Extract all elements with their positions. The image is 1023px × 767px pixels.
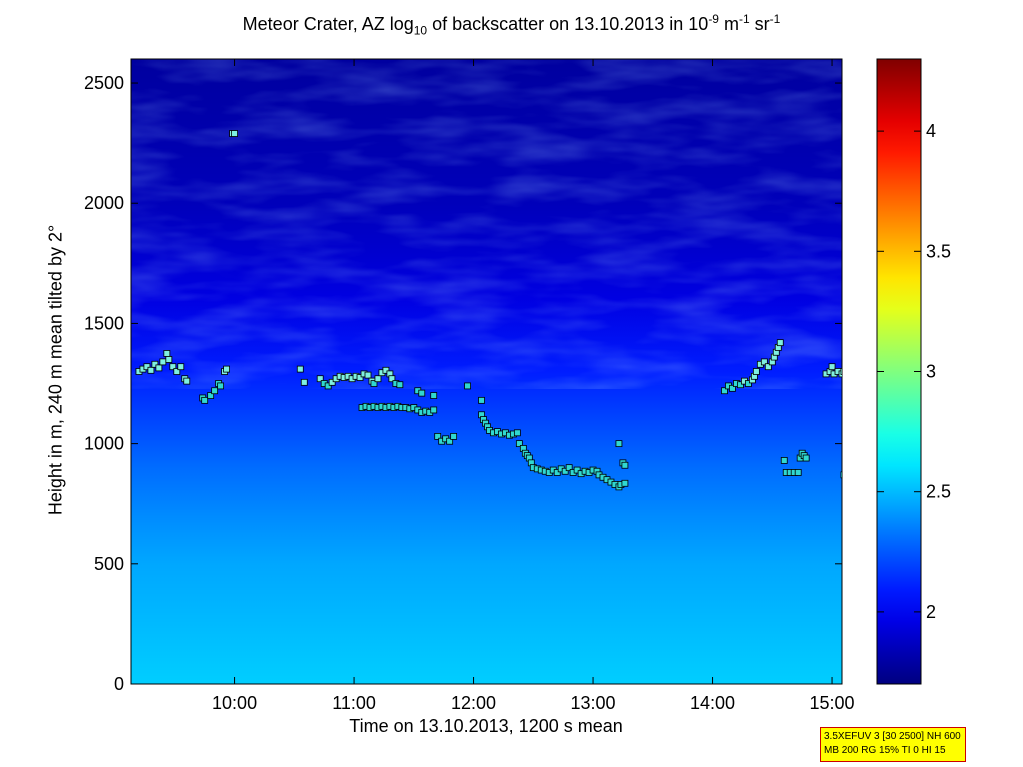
data-point xyxy=(382,366,390,374)
data-point xyxy=(296,365,304,373)
y-tick-label: 2000 xyxy=(84,193,124,213)
data-point xyxy=(764,363,772,371)
x-axis: 10:00 11:00 12:00 13:00 14:00 15:00 xyxy=(212,59,855,713)
info-line-1: 3.5XEFUV 3 [30 2500] NH 600 xyxy=(824,731,961,742)
x-tick-label: 14:00 xyxy=(690,693,735,713)
data-point xyxy=(464,382,471,390)
data-point xyxy=(396,381,404,389)
data-point xyxy=(621,461,629,469)
data-point xyxy=(231,130,238,137)
y-tick-label: 1000 xyxy=(84,434,124,454)
chart-title: Meteor Crater, AZ log10 of backscatter o… xyxy=(242,12,781,38)
data-point xyxy=(430,406,438,414)
data-point xyxy=(370,380,378,387)
data-point xyxy=(201,396,209,404)
data-point xyxy=(478,396,485,404)
data-point xyxy=(838,370,842,378)
data-point xyxy=(169,363,177,371)
data-point xyxy=(388,375,396,383)
data-point xyxy=(316,375,324,383)
data-point xyxy=(565,464,573,472)
data-point xyxy=(183,377,191,385)
data-point xyxy=(159,358,167,366)
texture-overlay xyxy=(131,59,842,389)
data-point xyxy=(794,469,802,476)
data-point xyxy=(300,378,308,386)
data-point xyxy=(374,375,382,383)
data-point xyxy=(760,358,768,366)
data-point xyxy=(418,389,426,397)
data-point xyxy=(515,440,523,448)
data-point xyxy=(729,384,736,392)
data-point xyxy=(737,381,744,389)
data-point xyxy=(430,392,438,399)
data-point xyxy=(776,339,784,347)
data-point xyxy=(561,467,569,475)
data-point xyxy=(173,368,181,375)
x-axis-label: Time on 13.10.2013, 1200 s mean xyxy=(349,716,623,736)
data-point xyxy=(513,429,521,437)
data-point xyxy=(177,363,185,371)
data-point xyxy=(217,382,225,390)
data-point xyxy=(573,466,581,474)
colorbar-tick-label: 2.5 xyxy=(926,482,951,502)
data-point xyxy=(828,363,836,371)
data-points xyxy=(135,130,842,491)
colorbar-tick-label: 3.5 xyxy=(926,241,951,261)
heatmap-field xyxy=(131,59,842,684)
data-point xyxy=(721,387,728,395)
data-point xyxy=(802,454,810,462)
data-point xyxy=(211,387,219,395)
y-axis-label: Height in m, 240 m mean tilted by 2° xyxy=(45,224,66,516)
x-tick-label: 12:00 xyxy=(451,693,496,713)
data-point xyxy=(143,363,151,371)
data-point xyxy=(151,360,159,368)
colorbar-tick-label: 2 xyxy=(926,602,936,622)
data-point xyxy=(147,366,155,374)
data-point xyxy=(752,368,760,375)
colorbar-axis: 2 2.5 3 3.5 4 xyxy=(877,121,951,622)
x-tick-label: 11:00 xyxy=(332,693,376,713)
y-tick-label: 1500 xyxy=(84,313,124,333)
data-point xyxy=(446,437,454,445)
y-axis: 0 500 1000 1500 2000 2500 xyxy=(84,73,842,694)
data-point xyxy=(744,380,752,387)
data-point xyxy=(780,457,788,464)
data-point xyxy=(364,371,372,379)
data-point xyxy=(621,479,629,487)
data-point xyxy=(223,365,230,373)
data-point xyxy=(328,378,336,386)
y-tick-label: 2500 xyxy=(84,73,124,93)
data-point xyxy=(840,471,842,479)
colorbar-tick-label: 3 xyxy=(926,362,936,382)
data-point xyxy=(155,364,163,372)
data-point xyxy=(840,368,842,375)
data-point xyxy=(615,440,623,448)
data-point xyxy=(356,374,364,381)
parameter-info-box: 3.5XEFUV 3 [30 2500] NH 600 MB 200 RG 15… xyxy=(820,727,966,762)
data-point xyxy=(324,382,332,390)
data-point xyxy=(434,433,442,440)
x-tick-label: 15:00 xyxy=(810,693,855,713)
colorbar-tick-label: 4 xyxy=(926,121,936,141)
data-point xyxy=(450,433,458,440)
y-tick-label: 500 xyxy=(94,554,124,574)
y-tick-label: 0 xyxy=(114,674,124,694)
data-point xyxy=(553,469,561,476)
info-line-2: MB 200 RG 15% TI 0 HI 15 xyxy=(824,745,946,756)
x-tick-label: 10:00 xyxy=(212,693,257,713)
data-point xyxy=(207,392,215,399)
data-point xyxy=(163,350,171,357)
data-point xyxy=(165,356,173,363)
x-tick-label: 13:00 xyxy=(571,693,616,713)
colorbar xyxy=(877,59,921,684)
